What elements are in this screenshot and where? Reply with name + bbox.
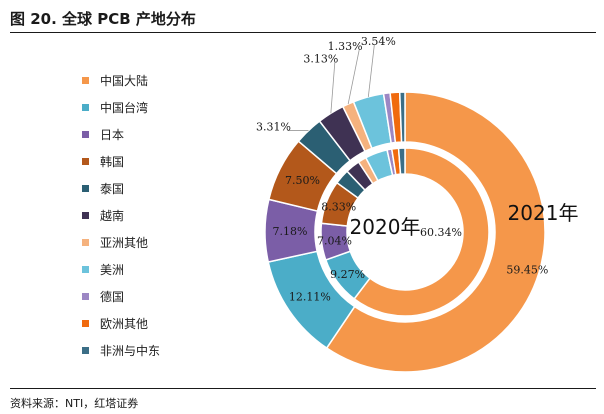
legend-swatch-1 (82, 104, 89, 111)
inner-slice-10 (397, 147, 406, 175)
outer-slice-10 (398, 91, 406, 143)
legend-swatch-9 (82, 320, 89, 327)
legend-label-3: 韩国 (100, 154, 124, 169)
inner-label-1: 9.27% (330, 268, 365, 281)
legend-swatch-8 (82, 293, 89, 300)
outer-label-4: 3.31% (256, 121, 291, 134)
outer-ring-2021 (264, 91, 546, 373)
legend-label-1: 中国台湾 (100, 100, 148, 115)
source-note: 资料来源：NTI，红塔证券 (10, 397, 139, 410)
leader-line-6 (347, 49, 360, 105)
legend-label-5: 越南 (100, 208, 124, 223)
legend-swatch-3 (82, 158, 89, 165)
inner-slice-0 (353, 147, 490, 317)
data-labels: 60.34% 9.27% 7.04% 8.33% 59.45% 12.11% 7.18% 7.… (256, 35, 548, 304)
series-label-inner: 2020年 (350, 215, 421, 239)
figure-title: 图 20. 全球 PCB 产地分布 (10, 10, 196, 28)
leader-line-7 (367, 44, 375, 97)
legend-label-4: 泰国 (100, 182, 124, 196)
inner-label-2: 7.04% (317, 234, 352, 247)
outer-label-6: 1.33% (328, 40, 363, 53)
legend-label-8: 德国 (100, 289, 124, 304)
legend-swatch-10 (82, 347, 89, 354)
outer-label-3: 7.50% (285, 174, 320, 187)
series-label-outer: 2021年 (508, 201, 579, 225)
legend-label-7: 美洲 (100, 263, 124, 277)
legend-swatch-2 (82, 131, 89, 138)
leader-line-5 (330, 62, 336, 114)
legend-swatch-4 (82, 185, 89, 192)
inner-label-0: 60.34% (420, 226, 462, 239)
legend-label-6: 亚洲其他 (100, 236, 148, 250)
inner-ring-2020 (320, 147, 490, 317)
source-rule (10, 388, 596, 389)
legend-label-0: 中国大陆 (100, 73, 148, 88)
legend-swatch-6 (82, 239, 89, 246)
outer-label-0: 59.45% (506, 263, 548, 276)
title-rule (10, 32, 596, 33)
legend-swatch-5 (82, 212, 89, 219)
legend-swatch-0 (82, 77, 89, 84)
outer-label-2: 7.18% (273, 225, 308, 238)
outer-label-7: 3.54% (361, 35, 396, 48)
outer-label-5: 3.13% (303, 52, 338, 65)
outer-label-1: 12.11% (289, 291, 331, 304)
inner-label-3: 8.33% (321, 201, 356, 214)
legend-label-2: 日本 (100, 128, 124, 142)
legend-swatch-7 (82, 266, 89, 273)
outer-slice-0 (325, 91, 546, 373)
series-labels: 2020年 2021年 (350, 201, 579, 239)
leader-lines (287, 44, 375, 131)
legend-label-9: 欧洲其他 (100, 317, 148, 331)
legend-label-10: 非洲与中东 (100, 343, 160, 358)
